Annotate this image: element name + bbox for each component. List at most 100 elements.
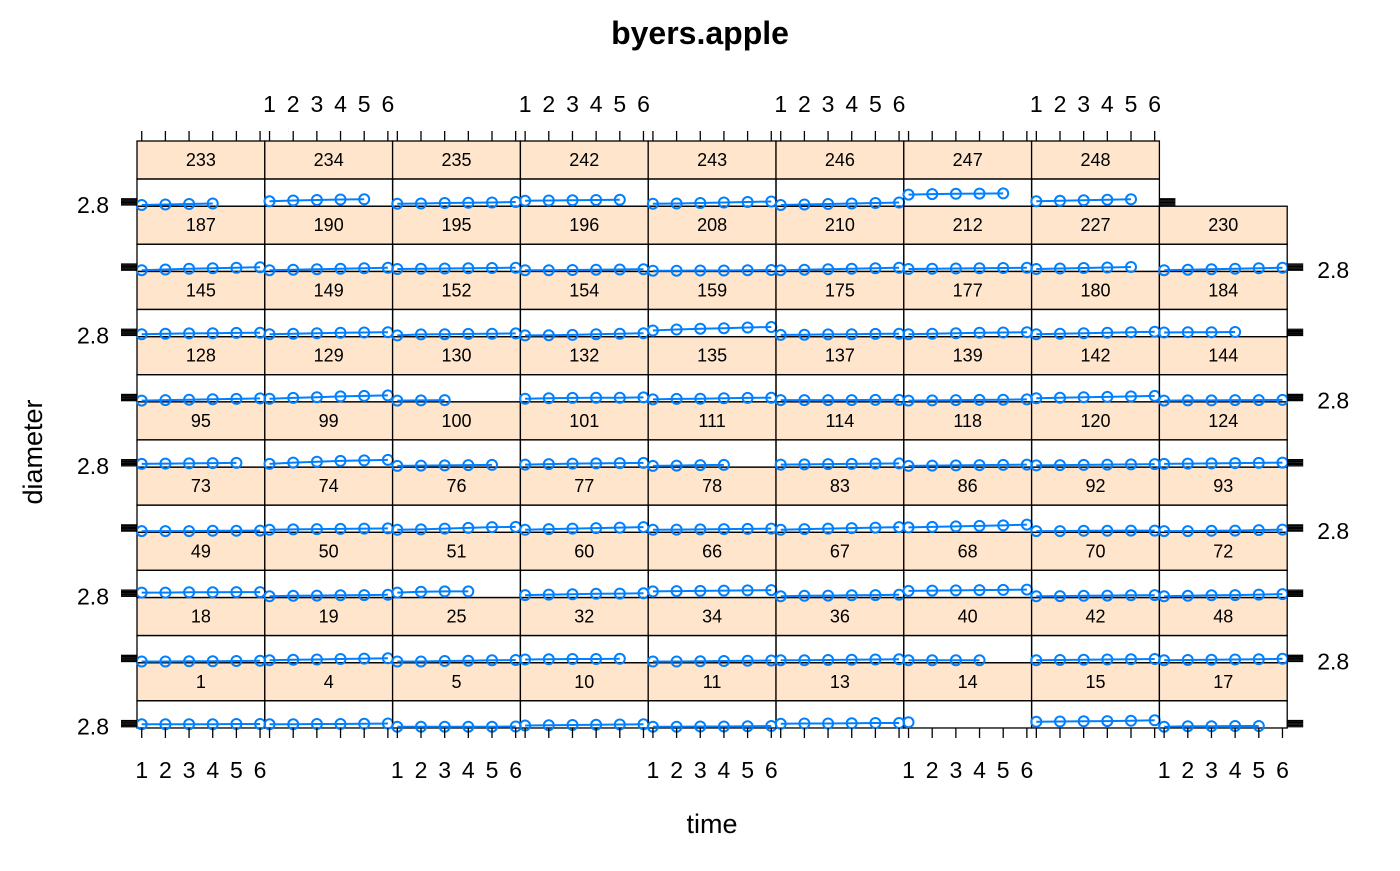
x-tick-label-bottom-c2-1: 1 — [391, 757, 404, 783]
x-tick-label-top-c3-1: 1 — [519, 91, 532, 117]
x-tick-label-bottom-c2-5: 5 — [486, 757, 499, 783]
panel-111: 111 — [648, 402, 776, 471]
panel-77: 77 — [520, 467, 648, 535]
panel-frame-144 — [1159, 375, 1287, 402]
panel-243: 243 — [648, 141, 776, 209]
series-line-111 — [653, 465, 724, 466]
panel-100: 100 — [392, 402, 520, 471]
panel-frame-242 — [520, 179, 648, 206]
x-tick-label-bottom-c4-3: 3 — [694, 757, 707, 783]
strip-label-142: 142 — [1080, 346, 1110, 366]
panel-49: 49 — [137, 532, 265, 597]
strip-label-74: 74 — [319, 476, 339, 496]
x-tick-label-top-c7-4: 4 — [1101, 91, 1114, 117]
panel-135: 135 — [648, 337, 776, 405]
y-tick-label-right-r1: 2.8 — [1317, 649, 1349, 675]
panel-frame-93 — [1159, 505, 1287, 532]
panel-66: 66 — [648, 532, 776, 597]
x-tick-label-bottom-c4-2: 2 — [670, 757, 683, 783]
y-tick-label-left-r8: 2.8 — [77, 192, 109, 218]
panel-19: 19 — [265, 598, 393, 666]
panel-187: 187 — [137, 206, 265, 275]
strip-label-235: 235 — [441, 150, 471, 170]
panel-234: 234 — [265, 141, 393, 206]
x-tick-label-bottom-c0-1: 1 — [135, 757, 148, 783]
series-line-100 — [397, 465, 492, 466]
y-tick-label-left-r6: 2.8 — [77, 322, 109, 348]
panel-frame-175 — [776, 309, 904, 336]
panel-196: 196 — [520, 206, 648, 275]
strip-label-18: 18 — [191, 607, 211, 627]
panel-67: 67 — [776, 532, 904, 601]
x-tick-label-bottom-c0-2: 2 — [159, 757, 172, 783]
panel-74: 74 — [265, 467, 393, 535]
panel-frame-120 — [1032, 440, 1160, 467]
strip-label-118: 118 — [953, 411, 982, 431]
panel-144: 144 — [1159, 337, 1287, 406]
x-tick-label-top-c7-2: 2 — [1054, 91, 1067, 117]
x-tick-label-top-c7-5: 5 — [1125, 91, 1138, 117]
x-tick-label-top-c5-2: 2 — [798, 91, 811, 117]
strip-label-14: 14 — [958, 672, 978, 692]
x-tick-label-bottom-c8-4: 4 — [1229, 757, 1242, 783]
panel-17: 17 — [1159, 663, 1287, 732]
panel-124: 124 — [1159, 402, 1287, 469]
y-tick-label-right-r7: 2.8 — [1317, 257, 1349, 283]
strip-label-19: 19 — [319, 607, 339, 627]
x-tick-label-top-c7-1: 1 — [1030, 91, 1043, 117]
strip-label-73: 73 — [191, 476, 211, 496]
panel-246: 246 — [776, 141, 904, 210]
panel-34: 34 — [648, 598, 776, 667]
strip-label-159: 159 — [697, 280, 727, 300]
panel-5: 5 — [392, 663, 520, 732]
series-line-95 — [142, 463, 237, 464]
strip-label-36: 36 — [830, 607, 850, 627]
x-tick-label-bottom-c0-6: 6 — [254, 757, 267, 783]
strip-label-247: 247 — [953, 150, 983, 170]
panel-149: 149 — [265, 271, 393, 339]
series-line-32 — [525, 659, 620, 660]
x-tick-label-bottom-c2-6: 6 — [509, 757, 522, 783]
strip-label-190: 190 — [314, 215, 344, 235]
panel-frame-25 — [393, 636, 521, 663]
panel-25: 25 — [392, 598, 520, 667]
panel-154: 154 — [520, 271, 648, 340]
strip-label-86: 86 — [958, 476, 978, 496]
panel-177: 177 — [904, 271, 1032, 339]
panel-frame-17 — [1159, 701, 1287, 728]
x-tick-label-bottom-c8-5: 5 — [1252, 757, 1265, 783]
y-tick-label-left-r0: 2.8 — [77, 714, 109, 740]
panel-frame-92 — [1032, 505, 1160, 532]
panel-frame-208 — [648, 244, 776, 271]
panel-114: 114 — [776, 402, 904, 470]
strip-label-13: 13 — [830, 672, 850, 692]
x-tick-label-bottom-c2-2: 2 — [415, 757, 428, 783]
strip-label-137: 137 — [825, 346, 855, 366]
x-tick-label-top-c1-5: 5 — [358, 91, 371, 117]
panel-frame-196 — [520, 244, 648, 271]
x-tick-label-bottom-c4-4: 4 — [718, 757, 731, 783]
strip-label-180: 180 — [1080, 280, 1110, 300]
strip-label-114: 114 — [826, 411, 855, 431]
x-tick-label-top-c1-4: 4 — [334, 91, 347, 117]
panel-frame-34 — [648, 636, 776, 663]
x-tick-label-bottom-c8-1: 1 — [1158, 757, 1171, 783]
strip-label-149: 149 — [314, 280, 344, 300]
panel-frame-118 — [904, 440, 1032, 467]
panel-frame-5 — [393, 701, 521, 728]
panel-152: 152 — [392, 271, 520, 340]
strip-label-42: 42 — [1085, 607, 1105, 627]
strip-label-48: 48 — [1213, 607, 1233, 627]
strip-label-68: 68 — [958, 541, 978, 561]
strip-label-67: 67 — [830, 541, 850, 561]
x-tick-label-top-c1-3: 3 — [310, 91, 323, 117]
panel-42: 42 — [1031, 598, 1159, 666]
panel-83: 83 — [776, 467, 904, 535]
strip-label-72: 72 — [1213, 541, 1233, 561]
panel-73: 73 — [137, 467, 265, 536]
panel-230: 230 — [1159, 206, 1287, 275]
x-tick-label-bottom-c4-1: 1 — [647, 757, 660, 783]
x-tick-label-bottom-c6-4: 4 — [973, 757, 986, 783]
